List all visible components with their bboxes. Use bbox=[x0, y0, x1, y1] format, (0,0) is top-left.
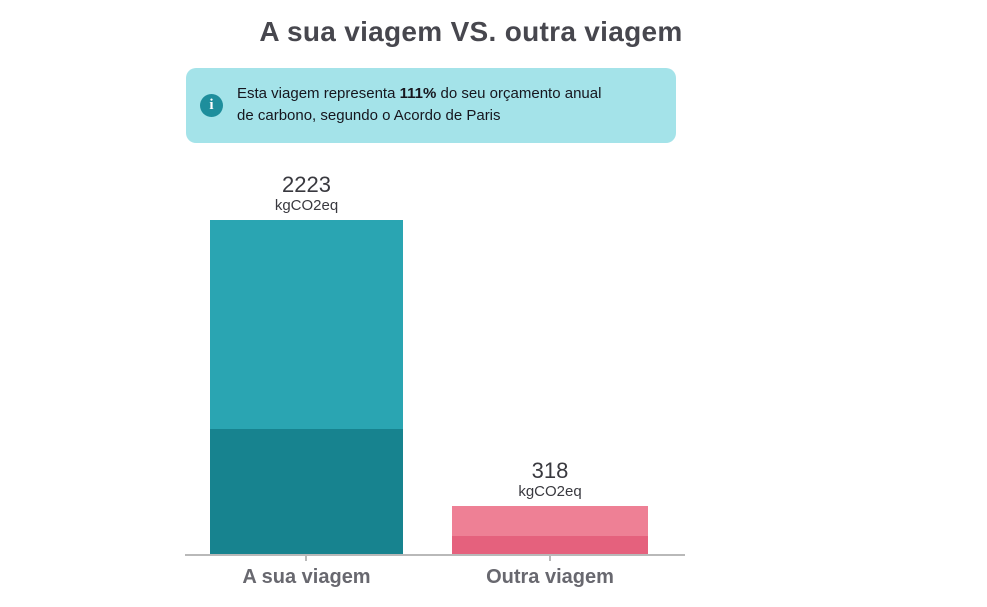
bar-your-trip-dark-segment bbox=[210, 429, 403, 554]
bar-column-other-trip: 318 kgCO2eq bbox=[452, 458, 648, 554]
info-text-highlight: 111% bbox=[399, 85, 437, 102]
info-banner: i Esta viagem representa 111% do seu orç… bbox=[186, 68, 676, 143]
info-text-line1-suffix: do seu orçamento anual bbox=[436, 85, 602, 102]
bar-column-your-trip: 2223 kgCO2eq bbox=[210, 172, 403, 554]
info-banner-text: Esta viagem representa 111% do seu orçam… bbox=[237, 83, 665, 127]
bar-value-other-trip: 318 bbox=[531, 457, 569, 483]
category-label-your-trip: A sua viagem bbox=[242, 566, 371, 588]
bar-other-trip-dark-segment bbox=[452, 536, 648, 554]
x-axis-tick-other-trip bbox=[549, 556, 551, 561]
x-axis-line bbox=[185, 554, 685, 556]
bar-unit-other-trip: kgCO2eq bbox=[518, 483, 582, 500]
info-icon: i bbox=[200, 94, 223, 117]
bar-value-your-trip: 2223 bbox=[282, 171, 331, 197]
page-title: A sua viagem VS. outra viagem bbox=[259, 16, 683, 47]
bar-unit-your-trip: kgCO2eq bbox=[274, 197, 339, 214]
category-label-other-trip: Outra viagem bbox=[486, 566, 614, 588]
bar-your-trip bbox=[210, 220, 403, 554]
x-axis-tick-your-trip bbox=[305, 556, 307, 561]
info-text-line2: de carbono, segundo o Acordo de Paris bbox=[237, 107, 501, 124]
bar-other-trip bbox=[452, 506, 648, 554]
info-text-line1-prefix: Esta viagem representa bbox=[237, 85, 400, 102]
